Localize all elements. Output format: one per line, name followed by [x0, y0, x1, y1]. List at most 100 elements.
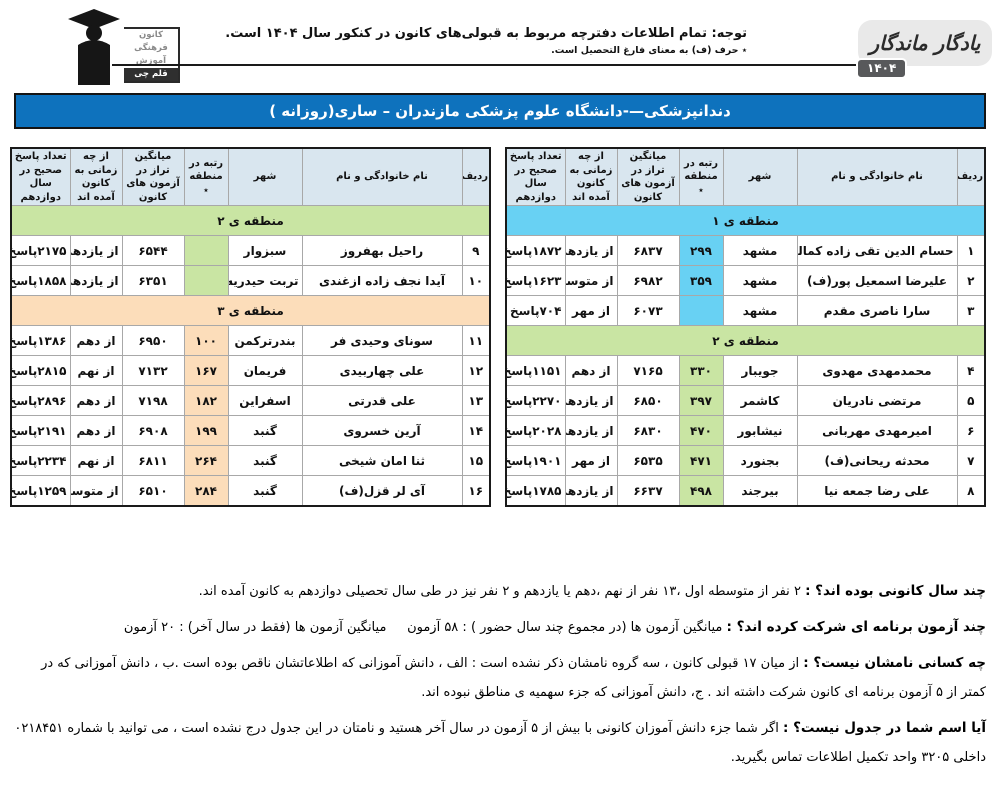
cell-rank: ۱۰۰	[183, 325, 229, 356]
col-average-score: میانگین تراز در آزمون های کانون	[616, 147, 680, 206]
cell-rank	[678, 295, 724, 326]
cell-avg: ۶۸۳۷	[616, 235, 680, 266]
cell-no: ۵	[956, 385, 986, 416]
cell-answers: ۱۶۲۳پاسخ	[505, 265, 566, 296]
cell-rank: ۱۶۷	[183, 355, 229, 386]
cell-answers: ۱۷۸۵پاسخ	[505, 475, 566, 507]
kanoon-logo-text-qalamchi: قلم چی	[124, 68, 178, 81]
cell-avg: ۶۰۷۳	[616, 295, 680, 326]
footnote-lead: آیا اسم شما در جدول نیست؟ :	[782, 720, 986, 736]
cell-answers: ۱۸۷۲پاسخ	[505, 235, 566, 266]
cell-name: امیرمهدی مهربانی	[796, 415, 958, 446]
cell-no: ۱۰	[461, 265, 491, 296]
col-correct-answers: تعداد پاسخ صحیح در سال دوازدهم	[505, 147, 566, 206]
cell-city: فریمان	[227, 355, 303, 386]
cell-answers: ۲۸۱۵پاسخ	[10, 355, 71, 386]
footnote: چه کسانی نامشان نیست؟ : از میان ۱۷ قبولی…	[14, 649, 986, 707]
col-city: شهر	[722, 147, 798, 206]
cell-city: بجنورد	[722, 445, 798, 476]
header-note-line2: ٭ حرف (ف) به معنای فارغ التحصیل است.	[551, 45, 747, 56]
col-region-rank: رتبه در منطقه ٭	[678, 147, 724, 206]
cell-city: کاشمر	[722, 385, 798, 416]
cell-rank: ۳۹۷	[678, 385, 724, 416]
cell-since: از یازدهم	[69, 235, 123, 266]
region-band-label: منطقه ی ۲	[505, 325, 986, 356]
col-row-number: ردیف	[461, 147, 491, 206]
cell-answers: ۲۸۹۶پاسخ	[10, 385, 71, 416]
results-table-right: ردیف نام خانوادگی و نام شهر رتبه در منطق…	[505, 147, 986, 507]
col-name: نام خانوادگی و نام	[301, 147, 463, 206]
cell-rank: ۲۸۴	[183, 475, 229, 507]
cell-name: مرتضی نادریان	[796, 385, 958, 416]
cell-city: تربت حیدریه	[227, 265, 303, 296]
cell-city: مشهد	[722, 235, 798, 266]
cell-name: حسام الدین تقی زاده کمالی	[796, 235, 958, 266]
cell-name: آی لر قزل(ف)	[301, 475, 463, 507]
cell-no: ۱۱	[461, 325, 491, 356]
cell-avg: ۷۱۳۲	[121, 355, 185, 386]
cell-answers: ۲۰۲۸پاسخ	[505, 415, 566, 446]
cell-city: مشهد	[722, 295, 798, 326]
cell-avg: ۶۸۵۰	[616, 385, 680, 416]
cell-avg: ۶۳۵۱	[121, 265, 185, 296]
kanoon-logo-text: کانون	[139, 30, 163, 40]
cell-since: از یازدهم	[564, 235, 618, 266]
cell-since: از دهم	[69, 325, 123, 356]
cell-since: از متوسطه اول	[564, 265, 618, 296]
cell-since: از مهر	[564, 445, 618, 476]
cell-city: گنبد	[227, 415, 303, 446]
header-note: توجه: تمام اطلاعات دفترچه مربوط به قبولی…	[225, 26, 747, 56]
results-tables: ردیف نام خانوادگی و نام شهر رتبه در منطق…	[10, 147, 986, 507]
cell-name: سونای وحیدی فر	[301, 325, 463, 356]
col-name: نام خانوادگی و نام	[796, 147, 958, 206]
cell-avg: ۶۹۵۰	[121, 325, 185, 356]
cell-since: از یازدهم	[564, 415, 618, 446]
yadegar-mandegar-logo: یادگار ماندگار ۱۴۰۴	[856, 20, 992, 79]
footnote-lead: چند سال کانونی بوده اند؟ :	[805, 583, 986, 599]
cell-city: جویبار	[722, 355, 798, 386]
footnote-text: ۲ نفر از متوسطه اول ،۱۳ نفر از نهم ،دهم …	[198, 584, 806, 599]
cell-city: مشهد	[722, 265, 798, 296]
cell-since: از مهر	[564, 295, 618, 326]
cell-city: اسفراین	[227, 385, 303, 416]
cell-city: بندرترکمن	[227, 325, 303, 356]
cell-no: ۳	[956, 295, 986, 326]
cell-answers: ۱۸۵۸پاسخ	[10, 265, 71, 296]
cell-city: نیشابور	[722, 415, 798, 446]
cell-avg: ۶۹۰۸	[121, 415, 185, 446]
results-table-left: ردیف نام خانوادگی و نام شهر رتبه در منطق…	[10, 147, 491, 507]
col-region-rank: رتبه در منطقه ٭	[183, 147, 229, 206]
header-divider	[112, 64, 876, 66]
table-row: ۱۰ آیدا نجف زاده ازغندی تربت حیدریه ۶۳۵۱ از …	[10, 265, 491, 296]
col-city: شهر	[227, 147, 303, 206]
cell-avg: ۷۱۹۸	[121, 385, 185, 416]
cell-answers: ۱۲۵۹پاسخ	[10, 475, 71, 507]
cell-city: گنبد	[227, 445, 303, 476]
cell-since: از نهم	[69, 445, 123, 476]
cell-since: از دهم	[69, 415, 123, 446]
table-row: ۱۲ علی چهاربیدی فریمان ۱۶۷ ۷۱۳۲ از نهم ۲۸۱۵پاس…	[10, 355, 491, 386]
cell-answers: ۱۹۰۱پاسخ	[505, 445, 566, 476]
region-band-label: منطقه ی ۲	[10, 205, 491, 236]
col-since-when: از چه زمانی به کانون آمده اند	[69, 147, 123, 206]
table-row: ۱۱ سونای وحیدی فر بندرترکمن ۱۰۰ ۶۹۵۰ از دهم ۱۳…	[10, 325, 491, 356]
cell-answers: ۱۳۸۶پاسخ	[10, 325, 71, 356]
cell-rank	[183, 235, 229, 266]
cell-no: ۱	[956, 235, 986, 266]
col-row-number: ردیف	[956, 147, 986, 206]
col-average-score: میانگین تراز در آزمون های کانون	[121, 147, 185, 206]
cell-no: ۷	[956, 445, 986, 476]
footnote: چند آزمون برنامه ای شرکت کرده اند؟ : میا…	[14, 613, 986, 642]
footnote-text: میانگین آزمون ها (در مجموع چند سال حضور …	[123, 620, 727, 635]
cell-city: بیرجند	[722, 475, 798, 507]
cell-no: ۱۵	[461, 445, 491, 476]
year-badge: ۱۴۰۴	[856, 58, 908, 79]
cell-no: ۴	[956, 355, 986, 386]
footnote: چند سال کانونی بوده اند؟ : ۲ نفر از متوس…	[14, 577, 986, 606]
cell-since: از یازدهم	[564, 475, 618, 507]
